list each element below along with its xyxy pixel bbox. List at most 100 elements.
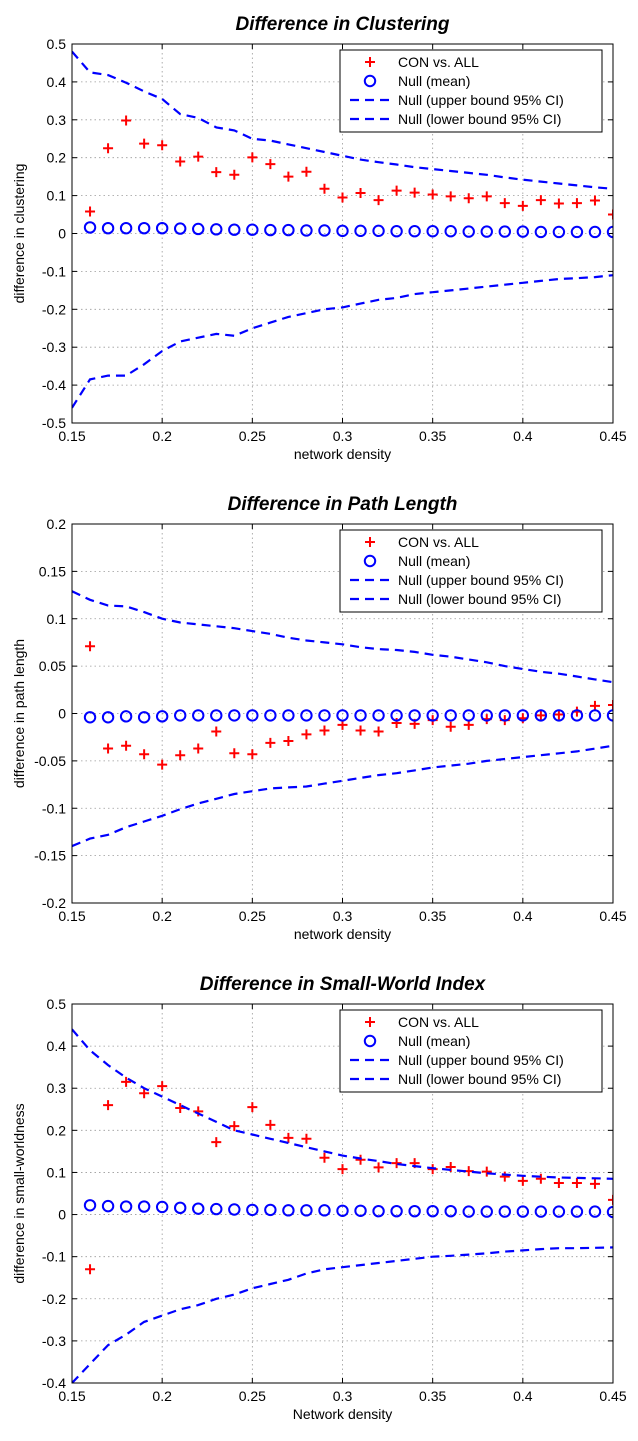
con-vs-all-point: [103, 743, 114, 754]
series-null-lower-bound-95-ci: [72, 1246, 613, 1383]
con-vs-all-point: [265, 159, 276, 170]
null-mean-point: [480, 709, 493, 722]
chart-svg: Difference in Small-World Index 0.15 0.2 0.…: [11, 974, 627, 1422]
con-vs-all-point: [355, 1154, 366, 1165]
null-mean-point: [426, 709, 439, 722]
legend-label: Null (mean): [398, 73, 470, 89]
con-vs-all-point: [608, 1194, 613, 1205]
con-vs-all-point: [571, 198, 582, 209]
null-mean-point: [264, 709, 277, 722]
null-mean-point: [336, 224, 349, 238]
con-vs-all-point: [175, 156, 186, 167]
con-vs-all-point: [175, 750, 186, 761]
y-tick-label: 0: [58, 226, 66, 242]
y-tick-label: -0.2: [42, 301, 66, 317]
path-length-chart: Difference in Path Length 0.15 0.2 0.25 0.3 0…: [0, 480, 638, 960]
legend-symbol-con-vs-all: [365, 1017, 375, 1027]
null-mean-point: [354, 709, 367, 722]
con-vs-all-point: [553, 1177, 564, 1188]
null-mean-point: [552, 225, 566, 239]
data-layer: [72, 590, 613, 848]
legend-symbol-null-mean: [363, 74, 377, 88]
null-mean-point: [318, 224, 331, 237]
null-mean-point: [264, 223, 277, 237]
clustering-chart: Difference in Clustering 0.15 0.2 0.25 0.3 0.…: [0, 0, 638, 480]
null-mean-point: [228, 223, 241, 236]
null-mean-point: [155, 1200, 169, 1214]
null-mean-point: [552, 709, 566, 722]
null-mean-point: [570, 1205, 584, 1218]
con-vs-all-point: [157, 140, 168, 151]
null-mean-point: [300, 1204, 313, 1217]
null-mean-point: [534, 709, 548, 722]
null-mean-point: [101, 1199, 115, 1213]
y-tick-label: 0.1: [47, 1164, 67, 1180]
con-vs-all-point: [391, 1158, 402, 1169]
y-tick-label: 0.1: [47, 188, 67, 204]
con-vs-all-point: [157, 759, 168, 770]
y-tick-label: -0.1: [42, 800, 66, 816]
x-tick-label: 0.2: [152, 908, 172, 924]
null-mean-point: [119, 710, 133, 723]
y-tick-label: -0.1: [42, 1249, 66, 1265]
null-mean-point: [228, 709, 241, 722]
x-tick-label: 0.2: [152, 1388, 172, 1404]
y-axis-label: difference in small-worldness: [11, 1103, 27, 1283]
con-vs-all-point: [283, 735, 294, 746]
null-mean-point: [155, 221, 169, 235]
axes-box: [71, 1003, 614, 1384]
null-mean-point: [174, 1201, 187, 1215]
x-tick-label: 0.4: [513, 428, 533, 444]
null-mean-point: [174, 222, 187, 235]
y-tick-label: 0: [58, 1207, 66, 1223]
series-null-mean: [83, 221, 613, 239]
legend-symbol-con-vs-all: [365, 57, 375, 67]
con-vs-all-point: [391, 185, 402, 196]
con-vs-all-point: [319, 725, 330, 736]
legend-label: Null (upper bound 95% CI): [398, 572, 564, 588]
null-mean-point: [462, 1205, 475, 1218]
null-mean-point: [498, 709, 511, 722]
chart-svg: Difference in Path Length 0.15 0.2 0.25 0.3 0…: [11, 494, 627, 942]
null-mean-point: [119, 221, 133, 235]
null-mean-point: [390, 709, 403, 722]
upper-bound-line: [72, 1028, 613, 1180]
null-mean-point: [534, 225, 548, 239]
con-vs-all-point: [121, 1076, 132, 1087]
con-vs-all-point: [247, 1102, 258, 1113]
null-mean-point: [336, 1204, 349, 1217]
null-mean-point: [192, 1202, 205, 1215]
null-mean-point: [534, 1205, 548, 1218]
legend-symbol-null-mean: [363, 554, 377, 568]
null-mean-point: [282, 1204, 295, 1217]
x-axis-label: network density: [294, 446, 391, 462]
lower-bound-line: [72, 1246, 613, 1383]
null-mean-point: [282, 223, 295, 237]
axes-box: [71, 523, 614, 904]
chart-title: Difference in Path Length: [228, 494, 458, 515]
null-mean-point: [101, 221, 115, 235]
con-vs-all-point: [499, 1171, 510, 1182]
x-axis-label: network density: [294, 926, 391, 942]
y-tick-label: 0.5: [47, 996, 67, 1012]
null-mean-point: [246, 1203, 259, 1217]
legend-label: CON vs. ALL: [398, 1014, 479, 1030]
legend-label: Null (lower bound 95% CI): [398, 1071, 561, 1087]
y-tick-label: 0.2: [47, 150, 67, 166]
x-tick-label: 0.35: [419, 908, 446, 924]
x-tick-label: 0.3: [333, 1388, 353, 1404]
x-tick-label: 0.45: [599, 428, 626, 444]
legend: CON vs. ALL Null (mean) Null (upper bound …: [339, 529, 603, 613]
legend-label: Null (upper bound 95% CI): [398, 1052, 564, 1068]
null-mean-point: [119, 1200, 133, 1213]
y-tick-label: -0.1: [42, 263, 66, 279]
x-tick-label: 0.15: [58, 1388, 85, 1404]
y-tick-label: -0.2: [42, 1291, 66, 1307]
axes-box: [71, 43, 614, 424]
series-null-mean: [83, 709, 613, 724]
con-vs-all-point: [337, 1164, 348, 1175]
null-mean-point: [462, 225, 475, 238]
null-mean-point: [516, 709, 530, 722]
null-mean-point: [101, 711, 115, 724]
chart-title: Difference in Small-World Index: [200, 974, 487, 995]
